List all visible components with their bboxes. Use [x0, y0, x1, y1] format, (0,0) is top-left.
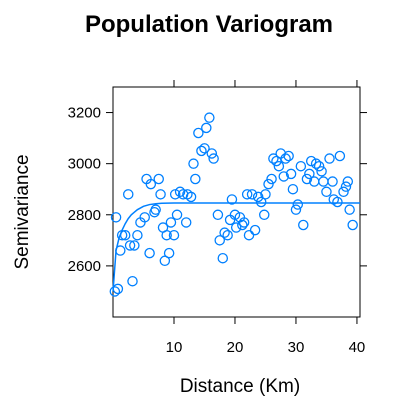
data-point [273, 160, 285, 172]
data-point [174, 186, 186, 198]
data-point [219, 227, 230, 238]
data-point [208, 153, 219, 164]
data-point [196, 145, 207, 157]
data-point [252, 191, 264, 203]
data-point [145, 178, 157, 190]
data-point [266, 173, 277, 185]
data-point [153, 173, 164, 185]
data-point [295, 160, 307, 172]
data-point [122, 189, 134, 200]
data-point [334, 150, 346, 162]
data-point [110, 212, 122, 223]
data-point [150, 204, 161, 215]
data-point [280, 153, 291, 164]
data-point [165, 217, 177, 228]
y-tick-label: 3200 [68, 105, 101, 122]
data-point [304, 168, 315, 180]
data-point [109, 286, 121, 297]
data-point [171, 209, 183, 221]
data-point [316, 166, 327, 177]
data-point [324, 153, 335, 164]
y-tick-label: 3000 [68, 156, 101, 173]
data-point [255, 196, 267, 208]
data-point [229, 209, 241, 221]
x-tick-label: 30 [288, 339, 305, 356]
data-point [313, 160, 325, 172]
data-point [287, 183, 299, 195]
y-tick-label: 2800 [68, 207, 101, 224]
x-tick-label: 20 [227, 339, 244, 356]
data-point [249, 224, 261, 236]
data-point [206, 148, 218, 159]
data-point [292, 199, 304, 210]
data-point [127, 275, 138, 287]
data-point [301, 173, 313, 185]
data-point [321, 186, 332, 198]
data-point [132, 229, 143, 241]
x-tick-label: 10 [166, 339, 183, 356]
data-point [318, 176, 329, 187]
x-axis-label: Distance (Km) [180, 376, 300, 397]
model-curve-group [112, 202, 360, 292]
data-point [155, 189, 166, 200]
data-point [347, 219, 358, 231]
data-point [243, 229, 255, 241]
data-point [217, 252, 229, 264]
data-point [124, 240, 136, 251]
data-point [222, 229, 233, 241]
data-point [246, 189, 258, 200]
data-point [263, 178, 274, 190]
data-point [285, 168, 297, 180]
data-point [278, 171, 290, 182]
data-point [258, 209, 270, 221]
data-point [298, 219, 309, 231]
data-point [283, 150, 294, 162]
data-point [260, 189, 271, 200]
data-point [180, 217, 192, 228]
data-point [238, 217, 250, 228]
x-tick-label: 40 [349, 339, 366, 356]
data-point [230, 222, 242, 233]
data-point [190, 173, 201, 185]
data-point [129, 240, 140, 251]
data-point [310, 158, 322, 169]
data-point [344, 204, 355, 215]
data-point [169, 189, 181, 200]
data-point [161, 229, 172, 241]
plot-frame [112, 86, 361, 318]
data-point [342, 176, 354, 187]
data-point [237, 219, 248, 231]
data-point [201, 122, 212, 134]
data-point [214, 235, 225, 246]
data-point [139, 212, 150, 223]
data-point [340, 181, 352, 192]
data-point [168, 229, 180, 241]
data-point [268, 153, 279, 164]
data-point [212, 209, 224, 221]
data-point [332, 196, 343, 208]
data-point [204, 112, 215, 123]
model-curve [112, 202, 360, 292]
data-point [199, 143, 210, 154]
axes: 10 20 30 40 2600 2800 3000 3200 [68, 80, 367, 356]
chart-title: Population Variogram [85, 11, 333, 38]
data-point [327, 176, 338, 187]
data-point [144, 247, 155, 259]
y-tick-label: 2600 [68, 258, 101, 275]
data-point [188, 158, 199, 169]
data-point [193, 127, 204, 139]
data-point [163, 247, 175, 259]
y-axis-label: Semivariance [12, 154, 33, 269]
data-point [338, 186, 349, 198]
data-point [305, 155, 317, 167]
data-point [226, 194, 238, 205]
data-point [185, 191, 197, 203]
data-point [159, 255, 171, 267]
data-point [241, 189, 253, 200]
data-points [109, 112, 358, 297]
data-point [290, 204, 302, 215]
